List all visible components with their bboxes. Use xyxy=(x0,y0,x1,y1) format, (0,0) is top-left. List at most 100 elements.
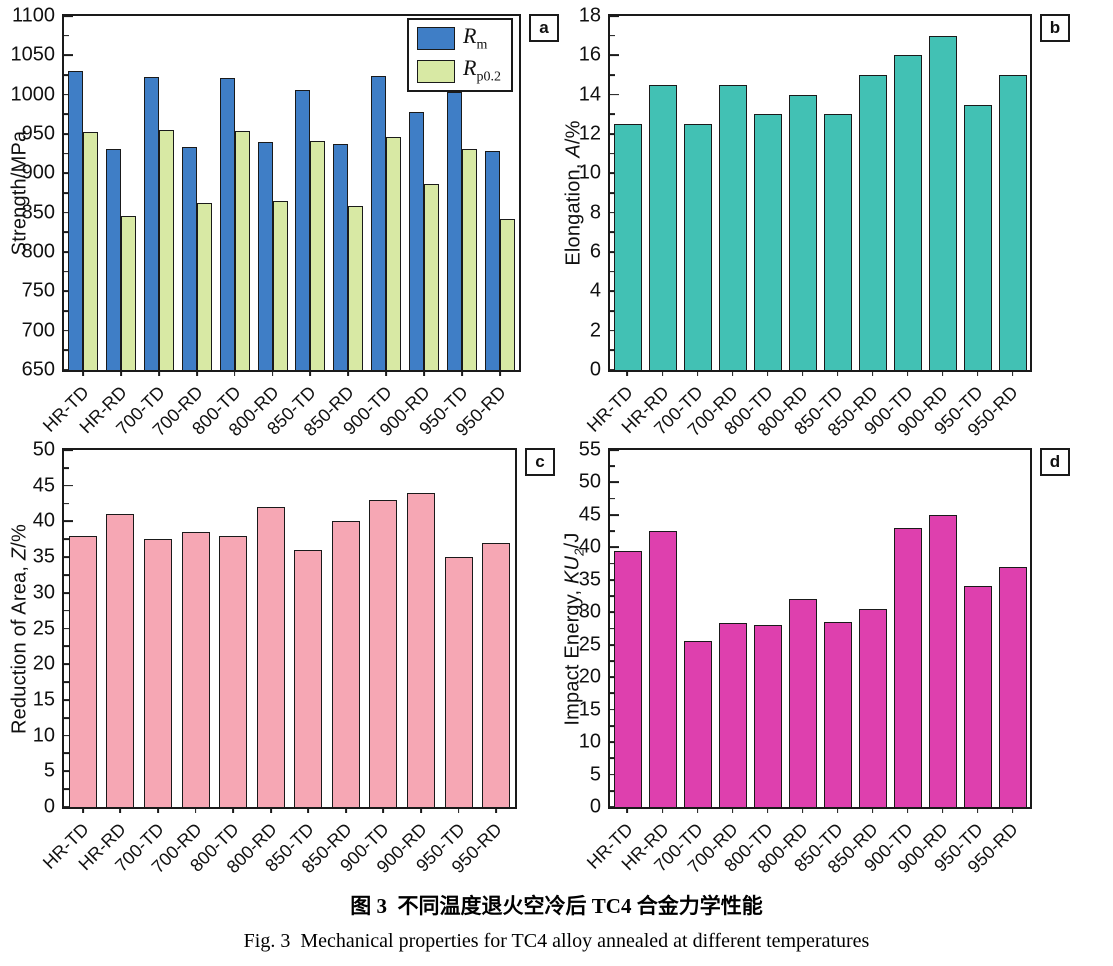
y-tick-label: 0 xyxy=(43,795,55,818)
x-tick xyxy=(871,807,874,813)
x-tick xyxy=(269,807,272,813)
bar-group-HR-RD xyxy=(645,16,680,370)
y-major-tick xyxy=(64,54,73,57)
plot-area-b: 0 2 4 6 8 10 12 14 16 18 HR-TD HR-RD 700-TD 700-RD 800… xyxy=(563,5,1070,440)
x-tick xyxy=(906,370,909,376)
x-tick xyxy=(976,370,979,376)
y-minor-tick xyxy=(610,34,615,37)
y-minor-tick xyxy=(64,113,69,116)
y-minor-tick xyxy=(610,349,615,352)
y-tick-label: 20 xyxy=(32,652,55,675)
bar-900-RD-Rp0.2 xyxy=(424,183,440,370)
bar-group-950-RD xyxy=(477,450,515,807)
y-minor-tick xyxy=(610,789,615,792)
panel-letter-a: a xyxy=(529,14,559,42)
y-major-tick xyxy=(610,93,619,96)
bar-850-TD-Rp0.2 xyxy=(310,141,326,370)
y-tick-label: 10 xyxy=(32,724,55,747)
y-tick-label: 650 xyxy=(21,358,55,381)
x-tick xyxy=(731,370,734,376)
y-minor-tick xyxy=(610,231,615,234)
y-minor-tick xyxy=(610,692,615,695)
y-minor-tick xyxy=(64,645,69,648)
bar-HR-TD-Elongation xyxy=(613,124,642,370)
bar-800-TD-Reduction of Area xyxy=(219,535,248,807)
bar-group-900-TD xyxy=(365,450,403,807)
bar-group-950-TD xyxy=(440,450,478,807)
x-tick xyxy=(307,807,310,813)
bar-group-900-TD xyxy=(890,450,925,807)
y-minor-tick xyxy=(610,660,615,662)
x-tick xyxy=(661,370,664,376)
legend-swatch-Rp0.2 xyxy=(417,59,456,83)
y-tick-label: 12 xyxy=(578,122,601,145)
y-minor-tick xyxy=(64,152,69,155)
x-tick xyxy=(157,370,160,376)
y-tick-label: 30 xyxy=(32,581,55,604)
plot-area-a: 650 700 750 800 850 900 950 1000 1050 1100 HR-TD HR… xyxy=(9,5,559,440)
y-minor-tick xyxy=(610,310,615,312)
bar-700-RD-Rm xyxy=(181,147,197,370)
y-major-tick xyxy=(64,369,73,371)
y-minor-tick xyxy=(64,609,69,612)
x-tick xyxy=(661,807,664,813)
x-tick xyxy=(232,807,235,813)
y-major-tick xyxy=(64,484,73,487)
bar-group-850-TD xyxy=(292,16,330,370)
bar-900-TD-Impact Energy xyxy=(893,527,922,807)
y-tick-label: 18 xyxy=(578,4,601,27)
y-major-tick xyxy=(64,520,73,523)
y-tick-label: 15 xyxy=(32,688,55,711)
x-tick xyxy=(906,807,909,813)
y-tick-label: 950 xyxy=(21,122,55,145)
x-tick xyxy=(941,807,944,813)
y-minor-tick xyxy=(610,562,615,565)
bar-800-TD-Elongation xyxy=(753,114,782,370)
bar-850-RD-Impact Energy xyxy=(858,609,887,807)
bar-group-850-RD xyxy=(855,16,890,370)
bar-group-950-TD xyxy=(443,16,481,370)
legend-entry-Rm: Rm xyxy=(417,23,501,53)
x-tick xyxy=(976,807,979,813)
bar-group-700-RD xyxy=(177,450,215,807)
bar-group-HR-TD xyxy=(64,16,102,370)
legend: Rm Rp0.2 xyxy=(407,18,513,92)
bar-HR-RD-Reduction of Area xyxy=(106,514,135,807)
y-major-tick xyxy=(64,627,73,630)
bar-800-RD-Reduction of Area xyxy=(256,507,285,807)
x-tick xyxy=(696,370,699,376)
y-tick-label: 35 xyxy=(32,545,55,568)
caption-english: Fig. 3 Mechanical properties for TC4 all… xyxy=(243,930,870,952)
bar-700-TD-Rm xyxy=(143,76,159,370)
bar-group-HR-TD xyxy=(610,16,645,370)
y-tick-label: 35 xyxy=(578,568,601,591)
y-minor-tick xyxy=(64,34,69,37)
y-axis-title-italic: 2 xyxy=(571,547,587,556)
bar-950-TD-Elongation xyxy=(963,104,992,370)
y-axis-title-c: Reduction of Area, Z/% xyxy=(8,523,31,734)
y-tick-label: 700 xyxy=(21,319,55,342)
y-minor-tick xyxy=(610,627,615,630)
y-tick-label: 5 xyxy=(589,763,601,786)
y-major-tick xyxy=(64,556,73,558)
bar-700-RD-Rp0.2 xyxy=(196,203,212,370)
plot-area-d: 0 5 10 15 20 25 30 35 40 45 50 55 HR-TD HR-RD 700-TD 70… xyxy=(562,439,1070,877)
x-tick xyxy=(271,370,274,376)
x-tick xyxy=(457,807,460,813)
y-major-tick xyxy=(64,698,73,701)
bar-HR-TD-Impact Energy xyxy=(613,550,642,807)
legend-label-Rm: Rm xyxy=(463,23,488,53)
bar-950-RD-Reduction of Area xyxy=(482,542,511,807)
bar-group-800-TD xyxy=(214,450,252,807)
bar-950-TD-Reduction of Area xyxy=(444,557,473,807)
bar-800-TD-Rm xyxy=(219,78,235,370)
y-tick-label: 16 xyxy=(578,43,601,66)
y-tick-label: 30 xyxy=(578,600,601,623)
bar-group-700-RD xyxy=(715,450,750,807)
caption-chinese: 图 3 不同温度退火空冷后 TC4 合金力学性能 xyxy=(350,894,763,918)
bar-900-TD-Elongation xyxy=(893,55,922,370)
bar-group-HR-TD xyxy=(610,450,645,807)
x-tick xyxy=(801,807,804,813)
legend-label-subscript: m xyxy=(476,37,488,53)
